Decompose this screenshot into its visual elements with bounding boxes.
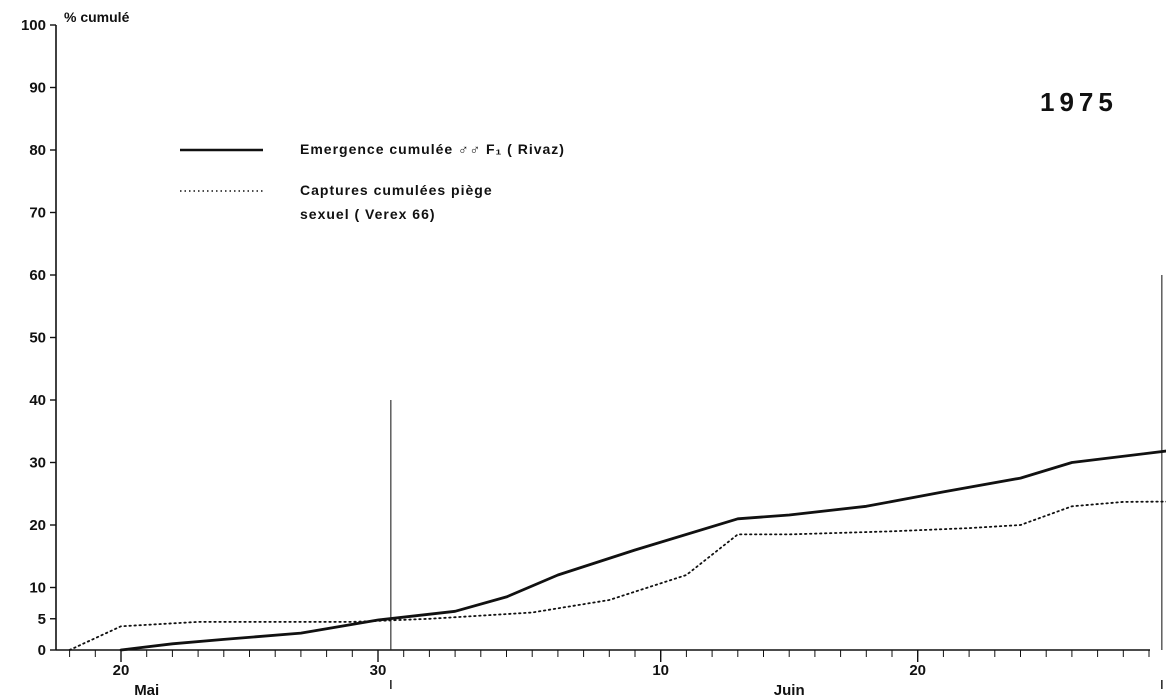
y-tick-label: 5 — [38, 611, 46, 628]
x-tick-label: 20 — [113, 662, 130, 679]
legend: Emergence cumulée ♂♂ F₁ ( Rivaz) Capture… — [180, 141, 565, 222]
series-lines — [68, 449, 1166, 652]
month-boundaries — [390, 275, 1163, 689]
y-tick-label: 0 — [38, 642, 46, 659]
axis-ticks — [50, 24, 1150, 662]
month-label: Mai — [134, 682, 159, 699]
y-axis-label: % cumulé — [64, 9, 130, 25]
legend-label-emergence: Emergence cumulée ♂♂ F₁ ( Rivaz) — [300, 141, 565, 157]
tick-labels: 0510203040506070809010020301020301020301… — [21, 17, 926, 699]
x-tick-label: 30 — [370, 662, 387, 679]
month-label: Juin — [774, 682, 805, 699]
legend-label-captures-line1: Captures cumulées piège — [300, 182, 493, 198]
y-tick-label: 60 — [29, 267, 46, 284]
y-tick-label: 70 — [29, 205, 46, 222]
x-tick-label: 20 — [909, 662, 926, 679]
axes — [55, 25, 1150, 651]
y-tick-label: 30 — [29, 455, 46, 472]
legend-label-captures-line2: sexuel ( Verex 66) — [300, 206, 436, 222]
series-line-emergence — [119, 449, 1166, 652]
year-label: 1975 — [1040, 87, 1118, 117]
y-tick-label: 40 — [29, 392, 46, 409]
y-tick-label: 80 — [29, 142, 46, 159]
x-tick-label: 10 — [652, 662, 669, 679]
y-tick-label: 10 — [29, 580, 46, 597]
y-tick-label: 20 — [29, 517, 46, 534]
y-tick-label: 90 — [29, 80, 46, 97]
y-tick-label: 50 — [29, 330, 46, 347]
y-tick-label: 100 — [21, 17, 46, 34]
